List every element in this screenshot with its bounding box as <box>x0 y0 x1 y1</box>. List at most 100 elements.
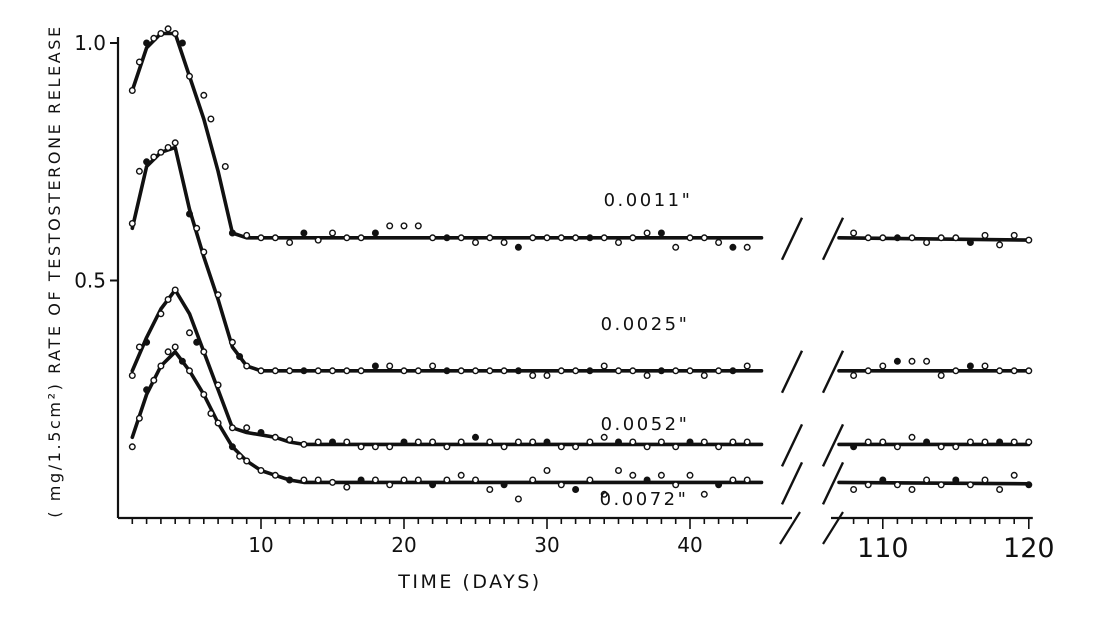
data-point <box>893 234 901 242</box>
data-point <box>996 367 1004 375</box>
data-point <box>150 34 158 42</box>
data-point <box>629 438 637 446</box>
data-point <box>557 481 565 489</box>
data-point <box>952 443 960 451</box>
data-point <box>300 440 308 448</box>
data-point <box>850 229 858 237</box>
series-label: 0.0052" <box>601 414 690 435</box>
data-point <box>185 329 193 337</box>
data-point <box>443 443 451 451</box>
data-point <box>329 229 337 237</box>
data-point <box>343 438 351 446</box>
data-point <box>657 229 665 237</box>
data-point <box>952 234 960 242</box>
data-point <box>257 429 265 437</box>
data-point <box>185 72 193 80</box>
data-point <box>850 443 858 451</box>
data-point <box>386 443 394 451</box>
data-point <box>893 481 901 489</box>
data-point <box>157 362 165 370</box>
data-point <box>643 372 651 380</box>
data-point <box>414 222 422 230</box>
data-point <box>1025 481 1033 489</box>
data-point <box>400 438 408 446</box>
data-point <box>357 234 365 242</box>
data-point <box>686 471 694 479</box>
data-point <box>1025 367 1033 375</box>
curve-break-mark <box>821 350 845 394</box>
data-point <box>457 367 465 375</box>
data-point <box>615 238 623 246</box>
data-point <box>729 243 737 251</box>
data-point <box>243 457 251 465</box>
data-point <box>185 210 193 218</box>
data-point <box>908 433 916 441</box>
data-point <box>586 438 594 446</box>
data-point <box>600 433 608 441</box>
data-point <box>200 391 208 399</box>
data-point <box>429 438 437 446</box>
data-point <box>357 476 365 484</box>
data-point <box>257 367 265 375</box>
data-point <box>657 367 665 375</box>
data-point <box>923 438 931 446</box>
data-point <box>729 367 737 375</box>
chart-curves <box>130 31 1031 486</box>
data-point <box>700 372 708 380</box>
data-point <box>572 486 580 494</box>
data-point <box>715 443 723 451</box>
data-point <box>586 367 594 375</box>
data-point <box>729 438 737 446</box>
series-label: 0.0025" <box>601 314 690 335</box>
data-point <box>486 486 494 494</box>
x-tick-label: 40 <box>677 533 702 557</box>
data-point <box>586 234 594 242</box>
data-point <box>214 419 222 427</box>
data-point <box>557 443 565 451</box>
data-point <box>615 467 623 475</box>
data-point <box>879 362 887 370</box>
data-point <box>893 357 901 365</box>
data-point <box>981 362 989 370</box>
data-point <box>486 438 494 446</box>
data-point <box>443 234 451 242</box>
curve-break-mark <box>780 217 804 261</box>
data-point <box>143 338 151 346</box>
data-point <box>572 443 580 451</box>
x-axis-label: TIME (DAYS) <box>397 571 541 593</box>
data-point <box>171 286 179 294</box>
data-point <box>908 234 916 242</box>
data-point <box>600 490 608 498</box>
data-point <box>193 338 201 346</box>
data-point <box>514 495 522 503</box>
data-point <box>557 234 565 242</box>
y-axis-label: ( mg/1.5cm²) RATE OF TESTOSTERONE RELEAS… <box>45 24 64 517</box>
data-point <box>486 234 494 242</box>
data-point <box>236 452 244 460</box>
data-point <box>529 234 537 242</box>
data-point <box>600 362 608 370</box>
data-point <box>996 438 1004 446</box>
data-point <box>443 367 451 375</box>
data-point <box>937 372 945 380</box>
data-point <box>214 291 222 299</box>
data-point <box>1010 231 1018 239</box>
data-point <box>923 238 931 246</box>
data-point <box>500 367 508 375</box>
data-point <box>371 229 379 237</box>
data-point <box>400 476 408 484</box>
data-point <box>486 367 494 375</box>
data-point <box>1025 236 1033 244</box>
data-point <box>672 367 680 375</box>
data-point <box>329 367 337 375</box>
data-point <box>743 362 751 370</box>
data-point <box>178 39 186 47</box>
data-point <box>343 483 351 491</box>
data-point <box>529 372 537 380</box>
data-point <box>243 362 251 370</box>
data-point <box>879 476 887 484</box>
data-point <box>686 438 694 446</box>
data-point <box>743 438 751 446</box>
data-point <box>908 486 916 494</box>
curve-break-mark <box>780 350 804 394</box>
